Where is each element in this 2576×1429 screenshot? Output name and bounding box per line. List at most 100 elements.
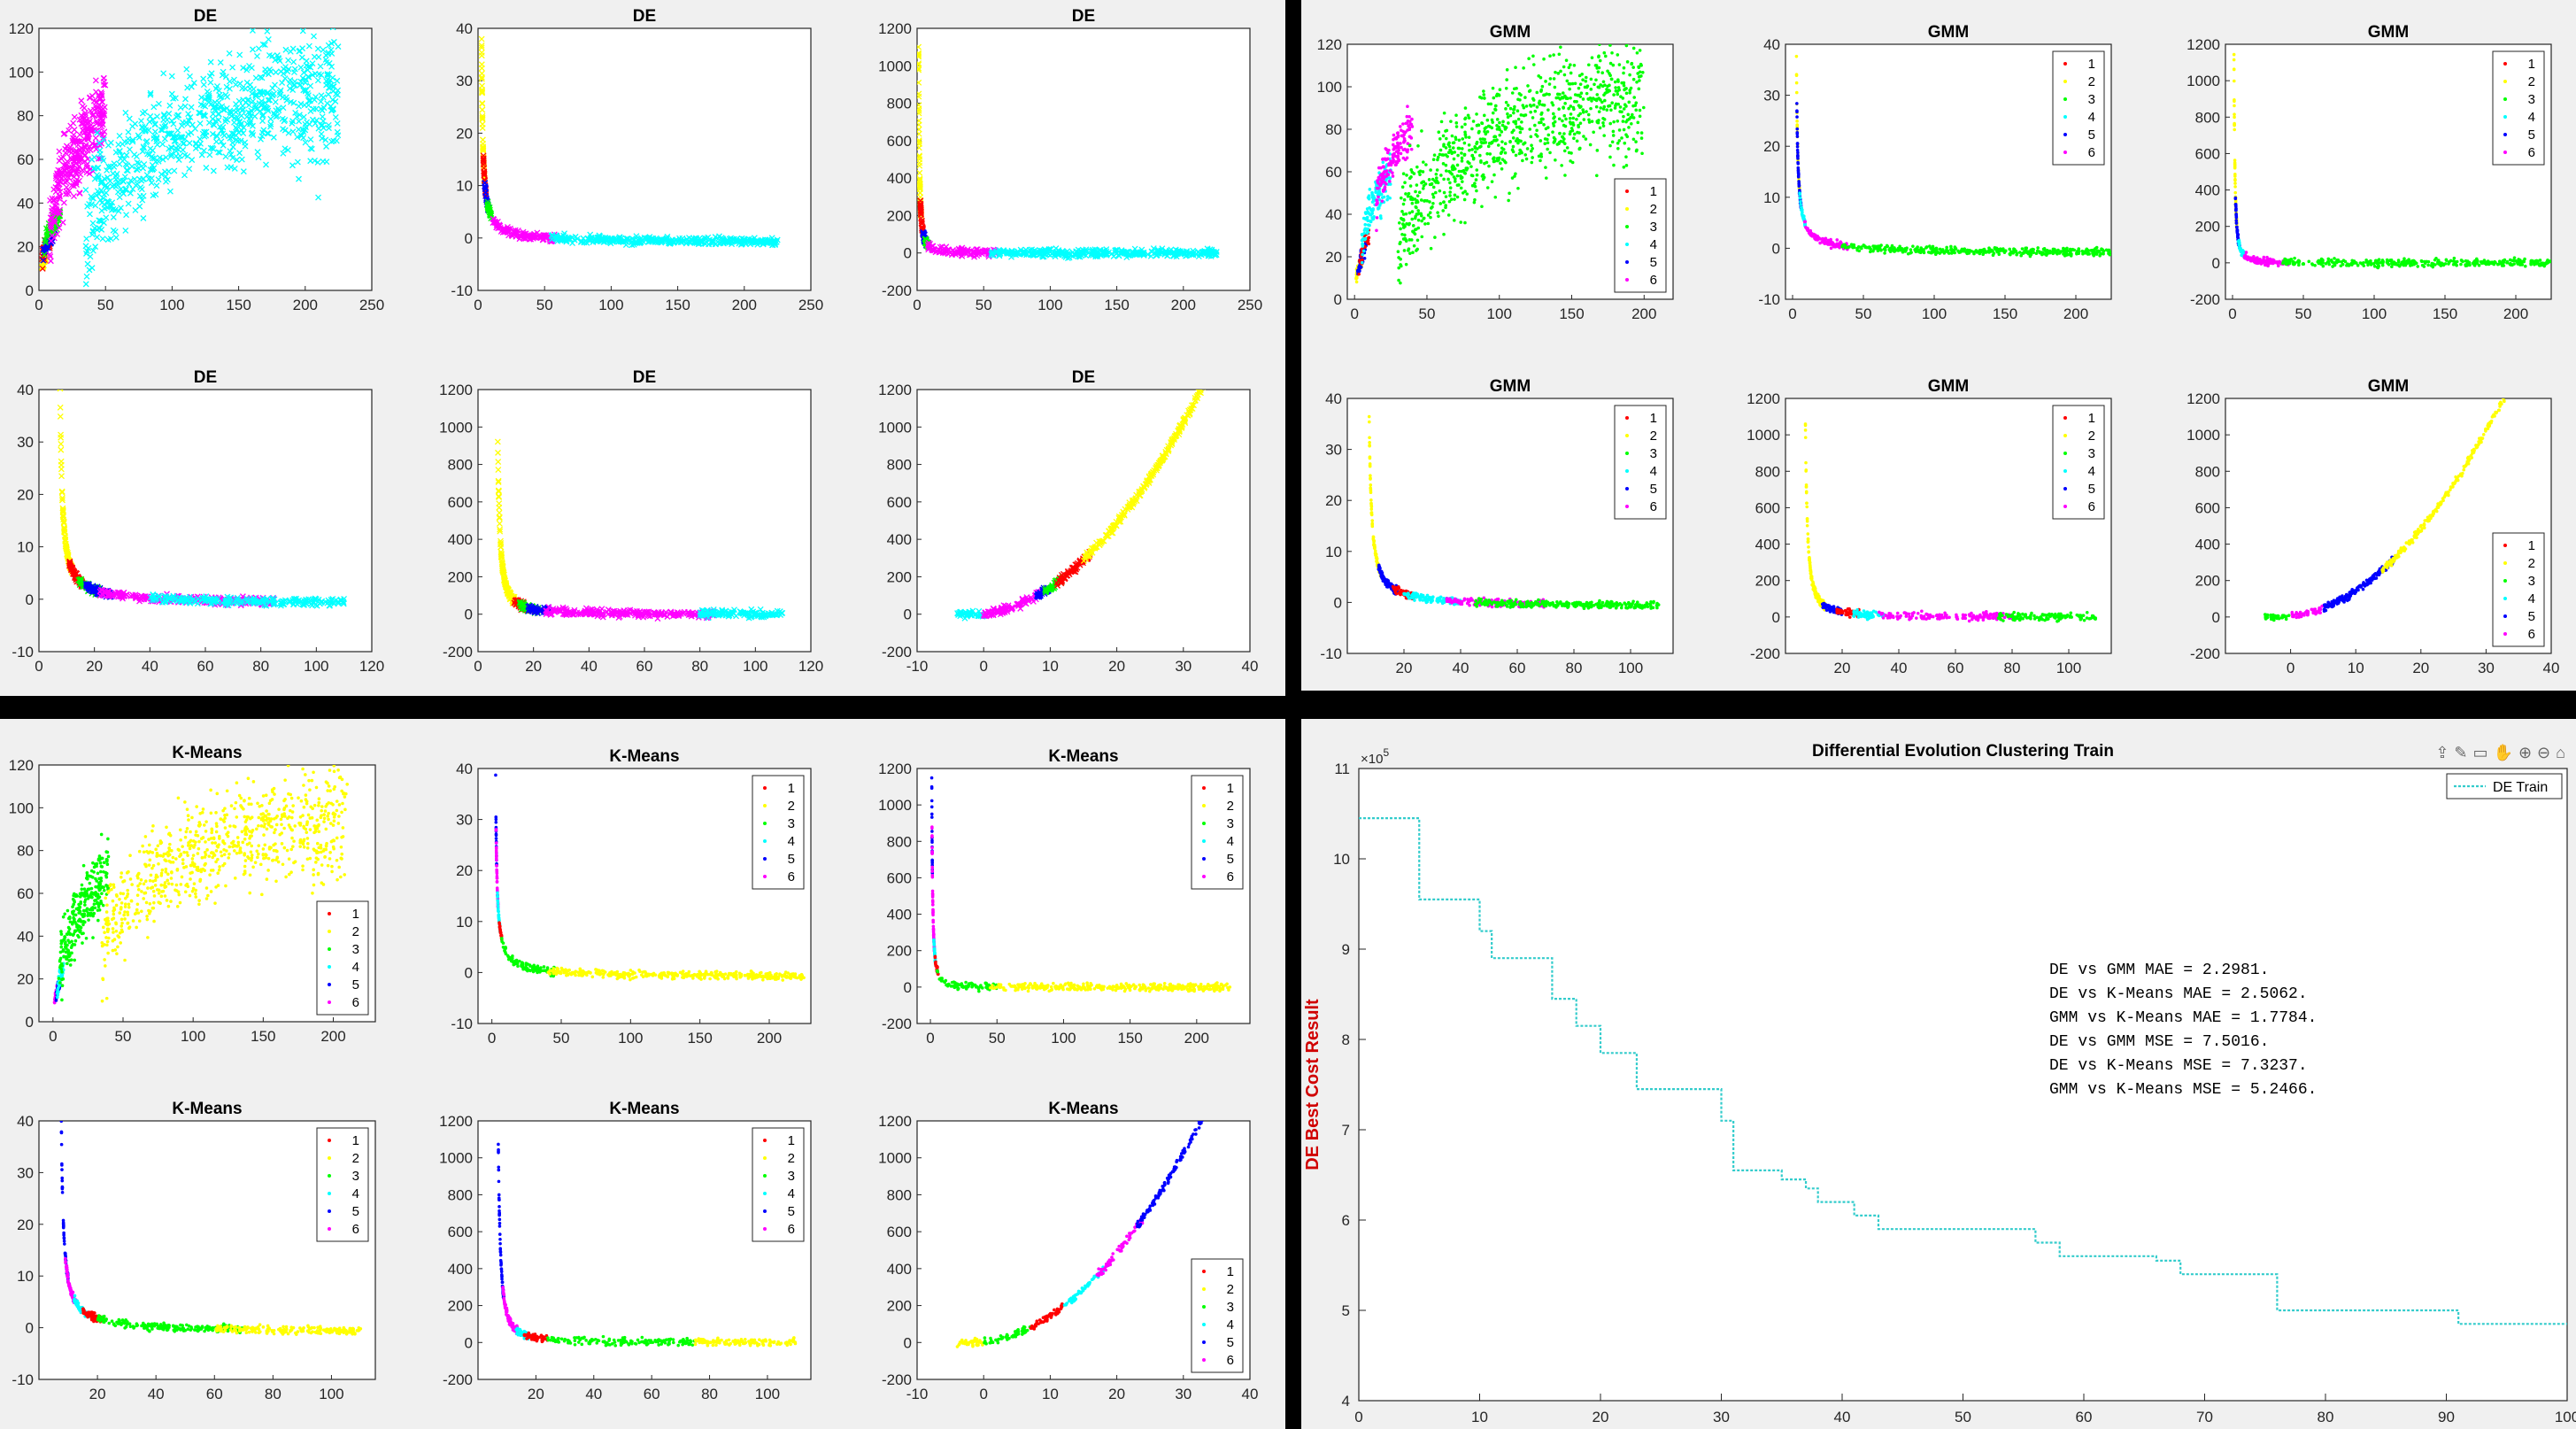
data-point — [147, 89, 154, 97]
data-point — [115, 141, 122, 148]
data-point — [597, 607, 604, 614]
data-point — [203, 132, 210, 139]
export-icon[interactable]: ⇪ — [2435, 744, 2449, 761]
data-point — [478, 49, 485, 56]
y-tick-label: 0 — [465, 230, 473, 247]
data-point — [917, 52, 922, 59]
data-point — [499, 229, 506, 236]
data-point — [166, 130, 173, 136]
data-point — [479, 1, 484, 6]
data-point — [285, 57, 292, 64]
data-point — [1168, 437, 1176, 444]
data-point — [223, 83, 230, 90]
data-point — [47, 222, 54, 229]
data-point — [49, 205, 56, 212]
data-point — [481, 170, 488, 177]
data-point — [707, 610, 714, 617]
data-point — [282, 145, 289, 152]
x-tick-label: 80 — [252, 658, 269, 675]
data-point — [337, 596, 344, 603]
data-point — [1361, 258, 1364, 262]
data-point — [1094, 253, 1101, 260]
home-icon[interactable]: ⌂ — [2556, 744, 2565, 761]
data-point — [106, 178, 113, 185]
x-tick-label: 40 — [1242, 658, 1259, 675]
x-tick-label: 120 — [359, 658, 384, 675]
data-tips-icon[interactable]: ▭ — [2472, 744, 2488, 761]
data-point — [296, 103, 302, 110]
data-point — [730, 610, 737, 617]
x-tick-label: 200 — [293, 297, 318, 313]
data-point — [918, 220, 925, 227]
data-point — [280, 126, 287, 133]
data-point — [125, 128, 132, 135]
x-tick-label: 10 — [1042, 658, 1059, 675]
x-tick-label: 80 — [691, 658, 708, 675]
points — [954, 359, 1219, 622]
data-point — [1207, 369, 1213, 375]
data-point — [480, 147, 487, 154]
data-point — [1034, 593, 1041, 600]
pan-icon[interactable]: ✋ — [2493, 744, 2513, 761]
data-point — [175, 157, 182, 163]
data-point — [322, 136, 329, 143]
data-point — [1166, 249, 1173, 256]
data-point — [1214, 359, 1219, 364]
data-point — [101, 175, 108, 182]
data-point — [1042, 589, 1049, 596]
data-point — [84, 131, 91, 138]
brush-icon[interactable]: ✎ — [2454, 744, 2468, 761]
data-point — [611, 237, 618, 244]
zoom-in-icon[interactable]: ⊕ — [2518, 744, 2533, 761]
data-point — [1053, 245, 1060, 252]
data-point — [116, 160, 123, 167]
data-point — [1210, 365, 1215, 370]
data-point — [56, 224, 63, 231]
y-tick-label: 100 — [1317, 79, 1342, 96]
data-point — [61, 167, 68, 174]
data-point — [254, 149, 261, 156]
data-point — [239, 103, 246, 110]
data-point — [525, 607, 532, 614]
data-point — [917, 212, 924, 218]
data-point — [762, 236, 769, 243]
zoom-out-icon[interactable]: ⊖ — [2537, 744, 2551, 761]
data-point — [326, 59, 333, 66]
data-point — [1366, 236, 1370, 241]
data-point — [1110, 253, 1117, 259]
data-point — [494, 438, 501, 445]
data-point — [1083, 555, 1090, 562]
data-point — [56, 371, 61, 376]
data-point — [726, 609, 733, 616]
data-point — [521, 235, 528, 242]
data-point — [1103, 251, 1110, 258]
data-point — [917, 110, 922, 117]
data-point — [61, 528, 68, 535]
data-point — [1201, 377, 1207, 382]
points — [494, 438, 786, 622]
data-point — [209, 130, 216, 137]
data-point — [245, 109, 252, 116]
data-point — [1113, 521, 1120, 529]
data-point — [1370, 200, 1375, 204]
data-point — [122, 109, 129, 116]
data-point — [1022, 600, 1030, 606]
data-point — [307, 5, 312, 11]
data-point — [185, 131, 192, 138]
data-point — [601, 236, 608, 243]
points — [56, 371, 348, 609]
data-point — [206, 73, 213, 80]
x-tick-label: 0 — [1350, 305, 1358, 322]
data-point — [706, 610, 712, 617]
data-point — [59, 219, 66, 226]
data-point — [85, 133, 92, 140]
data-point — [757, 606, 764, 613]
data-point — [99, 178, 106, 185]
y-tick-label: 800 — [887, 457, 912, 474]
data-point — [774, 607, 781, 614]
y-tick-label: 10 — [17, 539, 34, 556]
data-point — [200, 81, 207, 89]
data-point — [58, 155, 65, 162]
